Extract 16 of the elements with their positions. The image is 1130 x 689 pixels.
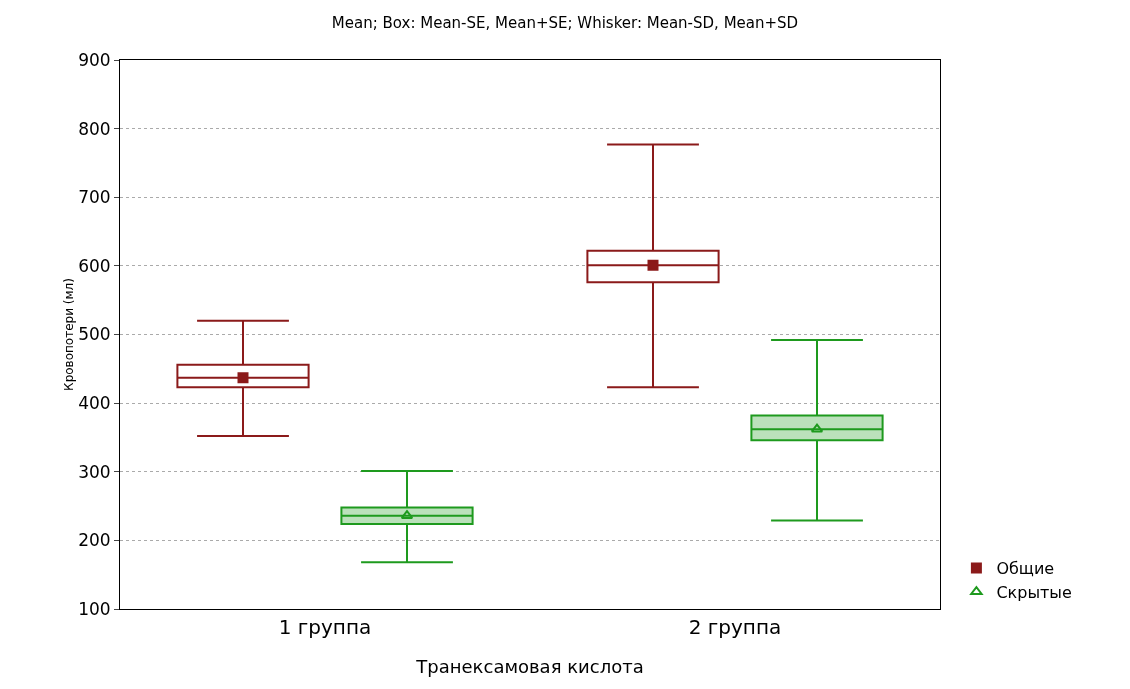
y-axis-title: Кровопотери (мл) — [62, 278, 77, 391]
y-tick-label: 400 — [78, 393, 111, 414]
x-tick-label: 2 группа — [688, 615, 782, 639]
y-tick-label: 100 — [78, 598, 111, 619]
y-tick-label: 800 — [78, 118, 111, 139]
legend-label: Скрытые — [996, 582, 1072, 602]
y-tick-label: 300 — [78, 461, 111, 482]
y-tick-label: 600 — [78, 255, 111, 276]
chart-title: Mean; Box: Mean-SE, Mean+SE; Whisker: Mean-SD, Mean+SD — [331, 13, 799, 32]
y-tick-label: 500 — [78, 324, 111, 345]
y-tick-label: 900 — [78, 49, 111, 70]
legend-label: Общие — [996, 559, 1055, 579]
y-tick-label: 700 — [78, 187, 111, 208]
y-tick-label: 200 — [78, 530, 111, 551]
x-axis-title: Транексамовая кислота — [415, 656, 644, 677]
x-tick-label: 1 группа — [278, 615, 372, 639]
